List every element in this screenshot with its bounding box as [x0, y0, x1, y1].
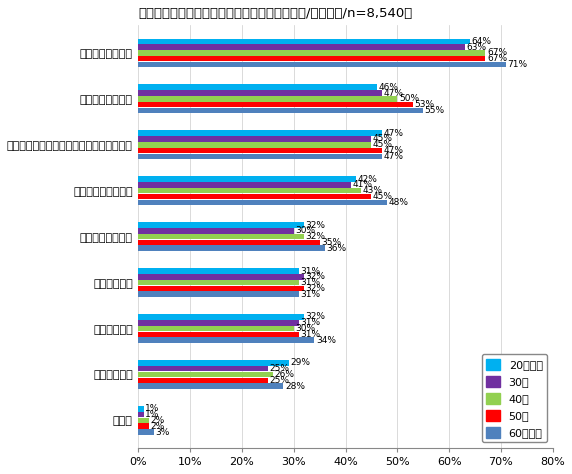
Bar — [138, 228, 294, 234]
Text: 3%: 3% — [156, 428, 170, 437]
Bar — [138, 314, 304, 320]
Text: 45%: 45% — [373, 135, 393, 144]
Legend: 20代以下, 30代, 40代, 50代, 60代以上: 20代以下, 30代, 40代, 50代, 60代以上 — [482, 354, 547, 442]
Bar — [138, 429, 154, 435]
Text: 2%: 2% — [150, 422, 165, 431]
Bar — [138, 154, 382, 159]
Text: 47%: 47% — [383, 128, 403, 137]
Text: 32%: 32% — [305, 284, 325, 293]
Bar — [138, 372, 273, 377]
Bar — [138, 102, 413, 107]
Bar — [138, 108, 423, 113]
Text: 47%: 47% — [383, 89, 403, 98]
Bar — [138, 130, 382, 136]
Bar — [138, 366, 268, 372]
Text: 42%: 42% — [358, 174, 378, 183]
Bar — [138, 292, 299, 297]
Bar — [138, 136, 371, 142]
Bar — [138, 194, 371, 199]
Bar — [138, 222, 304, 228]
Text: 1%: 1% — [145, 410, 160, 419]
Text: 25%: 25% — [269, 376, 289, 385]
Bar — [138, 84, 376, 90]
Text: 32%: 32% — [305, 312, 325, 321]
Bar — [138, 268, 299, 274]
Bar — [138, 246, 325, 251]
Bar — [138, 240, 320, 245]
Text: 55%: 55% — [425, 106, 445, 115]
Text: 67%: 67% — [487, 48, 507, 57]
Text: 31%: 31% — [300, 318, 320, 327]
Text: 30%: 30% — [295, 227, 315, 236]
Bar — [138, 50, 486, 55]
Text: 2%: 2% — [150, 416, 165, 425]
Text: 67%: 67% — [487, 54, 507, 63]
Text: 30%: 30% — [295, 324, 315, 333]
Text: 43%: 43% — [363, 186, 383, 195]
Bar — [138, 406, 144, 411]
Text: 36%: 36% — [327, 244, 347, 253]
Text: 1%: 1% — [145, 404, 160, 413]
Text: 63%: 63% — [466, 43, 486, 52]
Text: 31%: 31% — [300, 290, 320, 299]
Text: 32%: 32% — [305, 220, 325, 229]
Bar — [138, 337, 315, 343]
Bar — [138, 280, 299, 285]
Text: 28%: 28% — [285, 382, 305, 391]
Bar — [138, 148, 382, 153]
Bar — [138, 412, 144, 418]
Text: 将来クルマに搭載したい運転支援機能（年代別/複数回答/n=8,540）: 将来クルマに搭載したい運転支援機能（年代別/複数回答/n=8,540） — [138, 7, 412, 20]
Text: 31%: 31% — [300, 278, 320, 287]
Text: 29%: 29% — [290, 358, 310, 367]
Bar — [138, 96, 398, 101]
Text: 47%: 47% — [383, 152, 403, 161]
Text: 35%: 35% — [321, 238, 341, 247]
Bar — [138, 320, 299, 326]
Bar — [138, 332, 299, 337]
Bar — [138, 423, 149, 429]
Text: 45%: 45% — [373, 140, 393, 149]
Bar — [138, 38, 470, 44]
Text: 32%: 32% — [305, 273, 325, 281]
Text: 53%: 53% — [414, 100, 435, 109]
Text: 32%: 32% — [305, 232, 325, 241]
Bar — [138, 56, 486, 62]
Text: 71%: 71% — [507, 60, 528, 69]
Text: 31%: 31% — [300, 266, 320, 275]
Bar — [138, 360, 288, 365]
Bar — [138, 234, 304, 239]
Bar — [138, 90, 382, 96]
Text: 31%: 31% — [300, 330, 320, 339]
Text: 45%: 45% — [373, 192, 393, 201]
Bar — [138, 274, 304, 280]
Text: 41%: 41% — [352, 181, 372, 190]
Text: 64%: 64% — [471, 37, 491, 46]
Bar — [138, 176, 356, 182]
Bar — [138, 418, 149, 423]
Text: 34%: 34% — [316, 336, 336, 345]
Bar — [138, 326, 294, 331]
Bar — [138, 44, 464, 50]
Bar — [138, 182, 351, 188]
Text: 50%: 50% — [399, 94, 419, 103]
Bar — [138, 383, 283, 389]
Text: 25%: 25% — [269, 364, 289, 373]
Text: 26%: 26% — [275, 370, 295, 379]
Bar — [138, 142, 371, 147]
Bar — [138, 188, 361, 193]
Text: 48%: 48% — [388, 198, 408, 207]
Bar — [138, 286, 304, 291]
Bar — [138, 377, 268, 383]
Bar — [138, 200, 387, 205]
Bar — [138, 62, 506, 67]
Text: 47%: 47% — [383, 146, 403, 155]
Text: 46%: 46% — [378, 83, 398, 92]
